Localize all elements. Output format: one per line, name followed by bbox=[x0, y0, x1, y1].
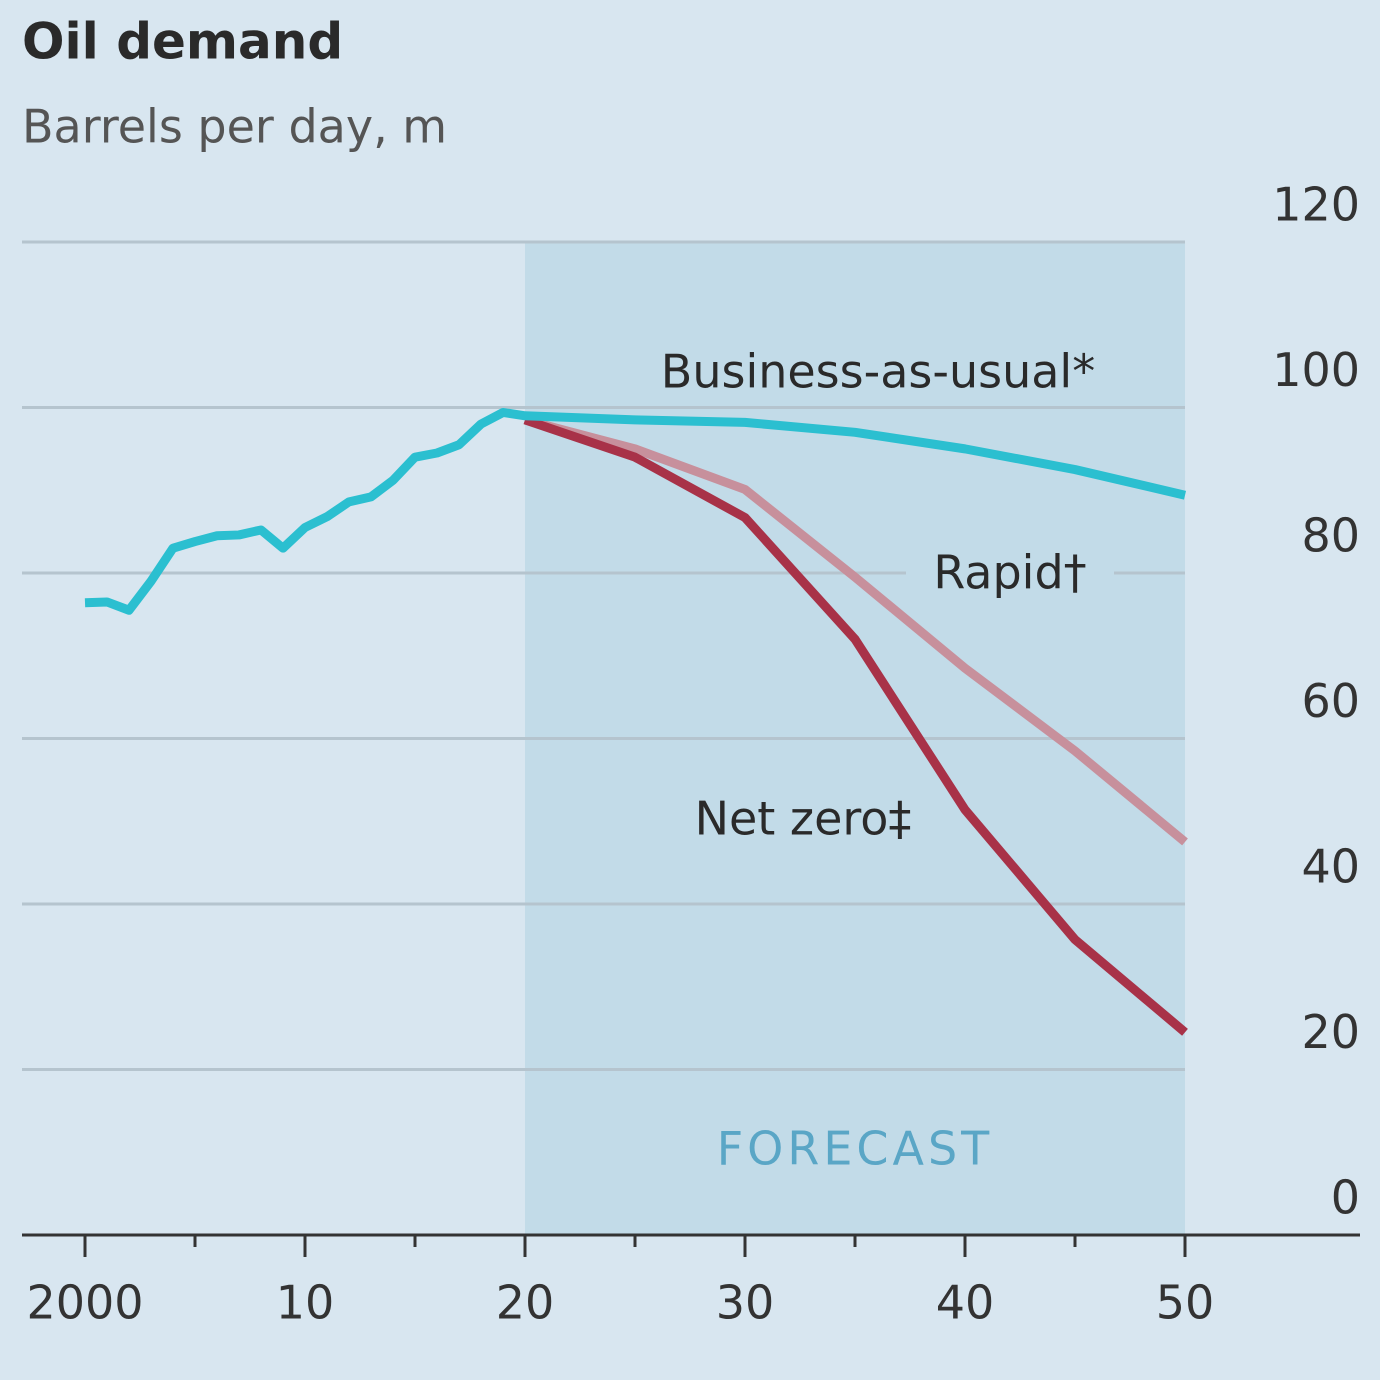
y-tick-label: 120 bbox=[1272, 178, 1360, 232]
series-label: Rapid† bbox=[933, 546, 1086, 600]
x-tick-label: 2000 bbox=[26, 1276, 143, 1330]
x-tick-label: 20 bbox=[496, 1276, 555, 1330]
x-tick-label: 40 bbox=[936, 1276, 995, 1330]
x-tick-label: 10 bbox=[276, 1276, 335, 1330]
y-tick-label: 60 bbox=[1301, 674, 1360, 728]
forecast-label: FORECAST bbox=[717, 1122, 994, 1176]
x-tick-label: 50 bbox=[1156, 1276, 1215, 1330]
series-line bbox=[84, 407, 1187, 615]
y-tick-label: 100 bbox=[1272, 343, 1360, 397]
series-line bbox=[523, 415, 1188, 846]
y-tick-label: 0 bbox=[1331, 1171, 1360, 1225]
series-label: Business-as-usual* bbox=[661, 345, 1095, 399]
label-background bbox=[906, 544, 1114, 604]
chart-subtitle: Barrels per day, m bbox=[22, 100, 447, 154]
series-label: Net zero‡ bbox=[695, 792, 912, 846]
x-tick-label: 30 bbox=[716, 1276, 775, 1330]
y-tick-label: 40 bbox=[1301, 840, 1360, 894]
series-line bbox=[523, 415, 1188, 1036]
y-tick-label: 80 bbox=[1301, 509, 1360, 563]
y-tick-label: 20 bbox=[1301, 1005, 1360, 1059]
chart-title: Oil demand bbox=[22, 13, 343, 71]
